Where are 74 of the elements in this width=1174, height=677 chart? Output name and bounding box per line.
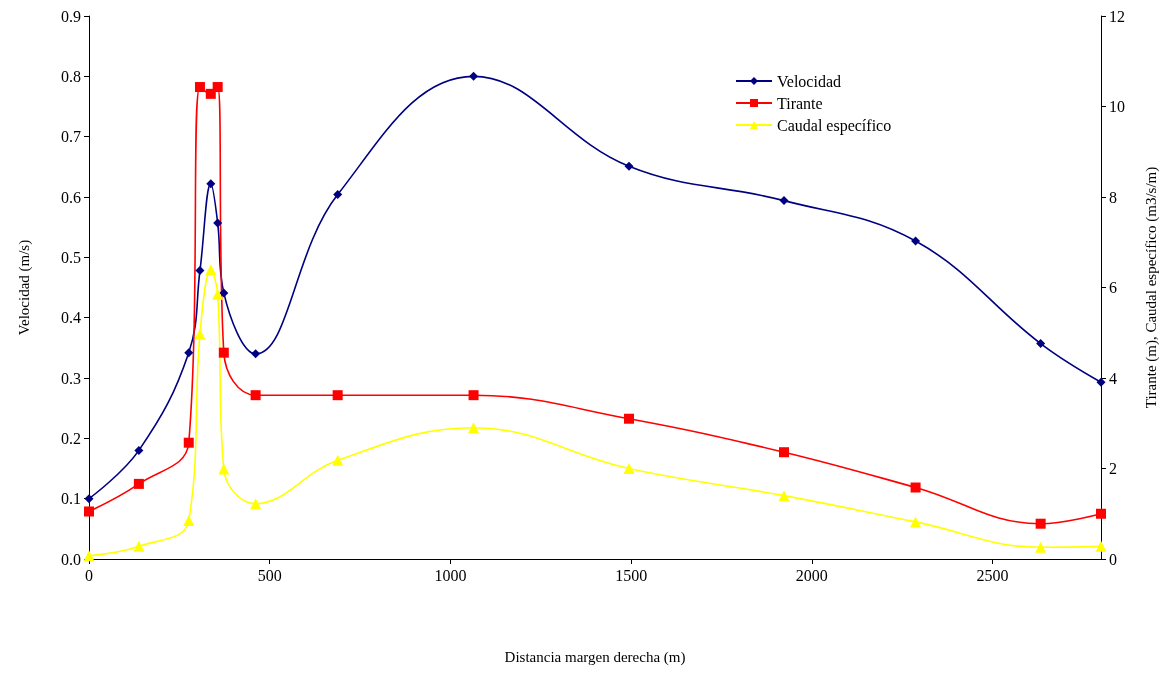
- y2-axis-title: Tirante (m), Caudal específico (m3/s/m): [1142, 166, 1160, 409]
- y2-tick-label: 10: [1109, 98, 1125, 115]
- point: [183, 515, 195, 527]
- point: [1035, 518, 1046, 529]
- x-tick-label: 2000: [795, 566, 828, 584]
- x-tick-label: 1000: [434, 566, 467, 584]
- point: [218, 463, 230, 475]
- point: [332, 390, 343, 401]
- point: [1096, 377, 1106, 387]
- legend-label: Tirante: [777, 94, 823, 112]
- point: [195, 266, 205, 276]
- point: [219, 288, 229, 298]
- point: [911, 236, 921, 246]
- point: [779, 196, 789, 206]
- point: [205, 88, 216, 99]
- point: [1035, 541, 1047, 553]
- point: [251, 349, 261, 359]
- legend-label: Velocidad: [777, 72, 841, 90]
- point: [134, 445, 144, 455]
- point: [218, 347, 229, 358]
- y-tick-label: 0.1: [61, 490, 81, 508]
- point: [332, 454, 344, 466]
- point: [212, 288, 224, 300]
- y-tick-label: 0.2: [61, 429, 81, 447]
- point: [84, 506, 94, 517]
- y2-tick-label: 12: [1109, 7, 1125, 25]
- y-tick-label: 0.8: [61, 67, 81, 85]
- point: [194, 82, 205, 93]
- point: [1095, 540, 1107, 552]
- point: [1096, 508, 1106, 519]
- point: [205, 264, 217, 276]
- x-tick-label: 1500: [615, 566, 648, 584]
- y-tick-label: 0.5: [61, 248, 81, 266]
- point: [468, 390, 479, 401]
- y2-tick-label: 8: [1109, 188, 1117, 206]
- point: [83, 550, 95, 562]
- point: [250, 498, 262, 510]
- x-axis-title: Distancia margen derecha (m): [504, 648, 686, 666]
- point: [469, 71, 479, 81]
- point: [623, 463, 635, 474]
- x-tick-label: 2500: [976, 566, 1009, 584]
- point: [1036, 339, 1046, 349]
- point: [194, 328, 206, 340]
- point: [213, 218, 223, 228]
- point: [623, 413, 634, 424]
- point: [206, 179, 216, 189]
- y2-tick-label: 2: [1109, 460, 1117, 477]
- point: [778, 490, 790, 502]
- point: [133, 540, 145, 552]
- y-tick-label: 0.0: [61, 550, 81, 568]
- y2-tick-label: 6: [1109, 279, 1117, 296]
- point: [183, 437, 194, 448]
- point: [133, 478, 144, 489]
- point: [184, 348, 194, 358]
- y-tick-label: 0.6: [61, 188, 81, 206]
- y2-tick-label: 4: [1109, 369, 1117, 387]
- point: [212, 82, 223, 93]
- y-tick-label: 0.4: [61, 309, 81, 327]
- point: [910, 482, 921, 493]
- point: [624, 161, 634, 171]
- point: [333, 190, 343, 200]
- point: [468, 422, 480, 434]
- point: [779, 447, 790, 458]
- y2-tick-label: 0: [1109, 550, 1117, 568]
- point: [910, 516, 922, 528]
- y-tick-label: 0.9: [61, 7, 81, 25]
- point: [84, 494, 94, 504]
- point: [250, 390, 261, 401]
- x-tick-label: 500: [257, 566, 282, 584]
- y-axis-title: Velocidad (m/s): [15, 239, 33, 336]
- y-tick-label: 0.3: [61, 369, 81, 387]
- x-tick-label: 0: [85, 566, 93, 584]
- legend-label: Caudal específico: [777, 116, 892, 135]
- y-tick-label: 0.7: [61, 128, 81, 146]
